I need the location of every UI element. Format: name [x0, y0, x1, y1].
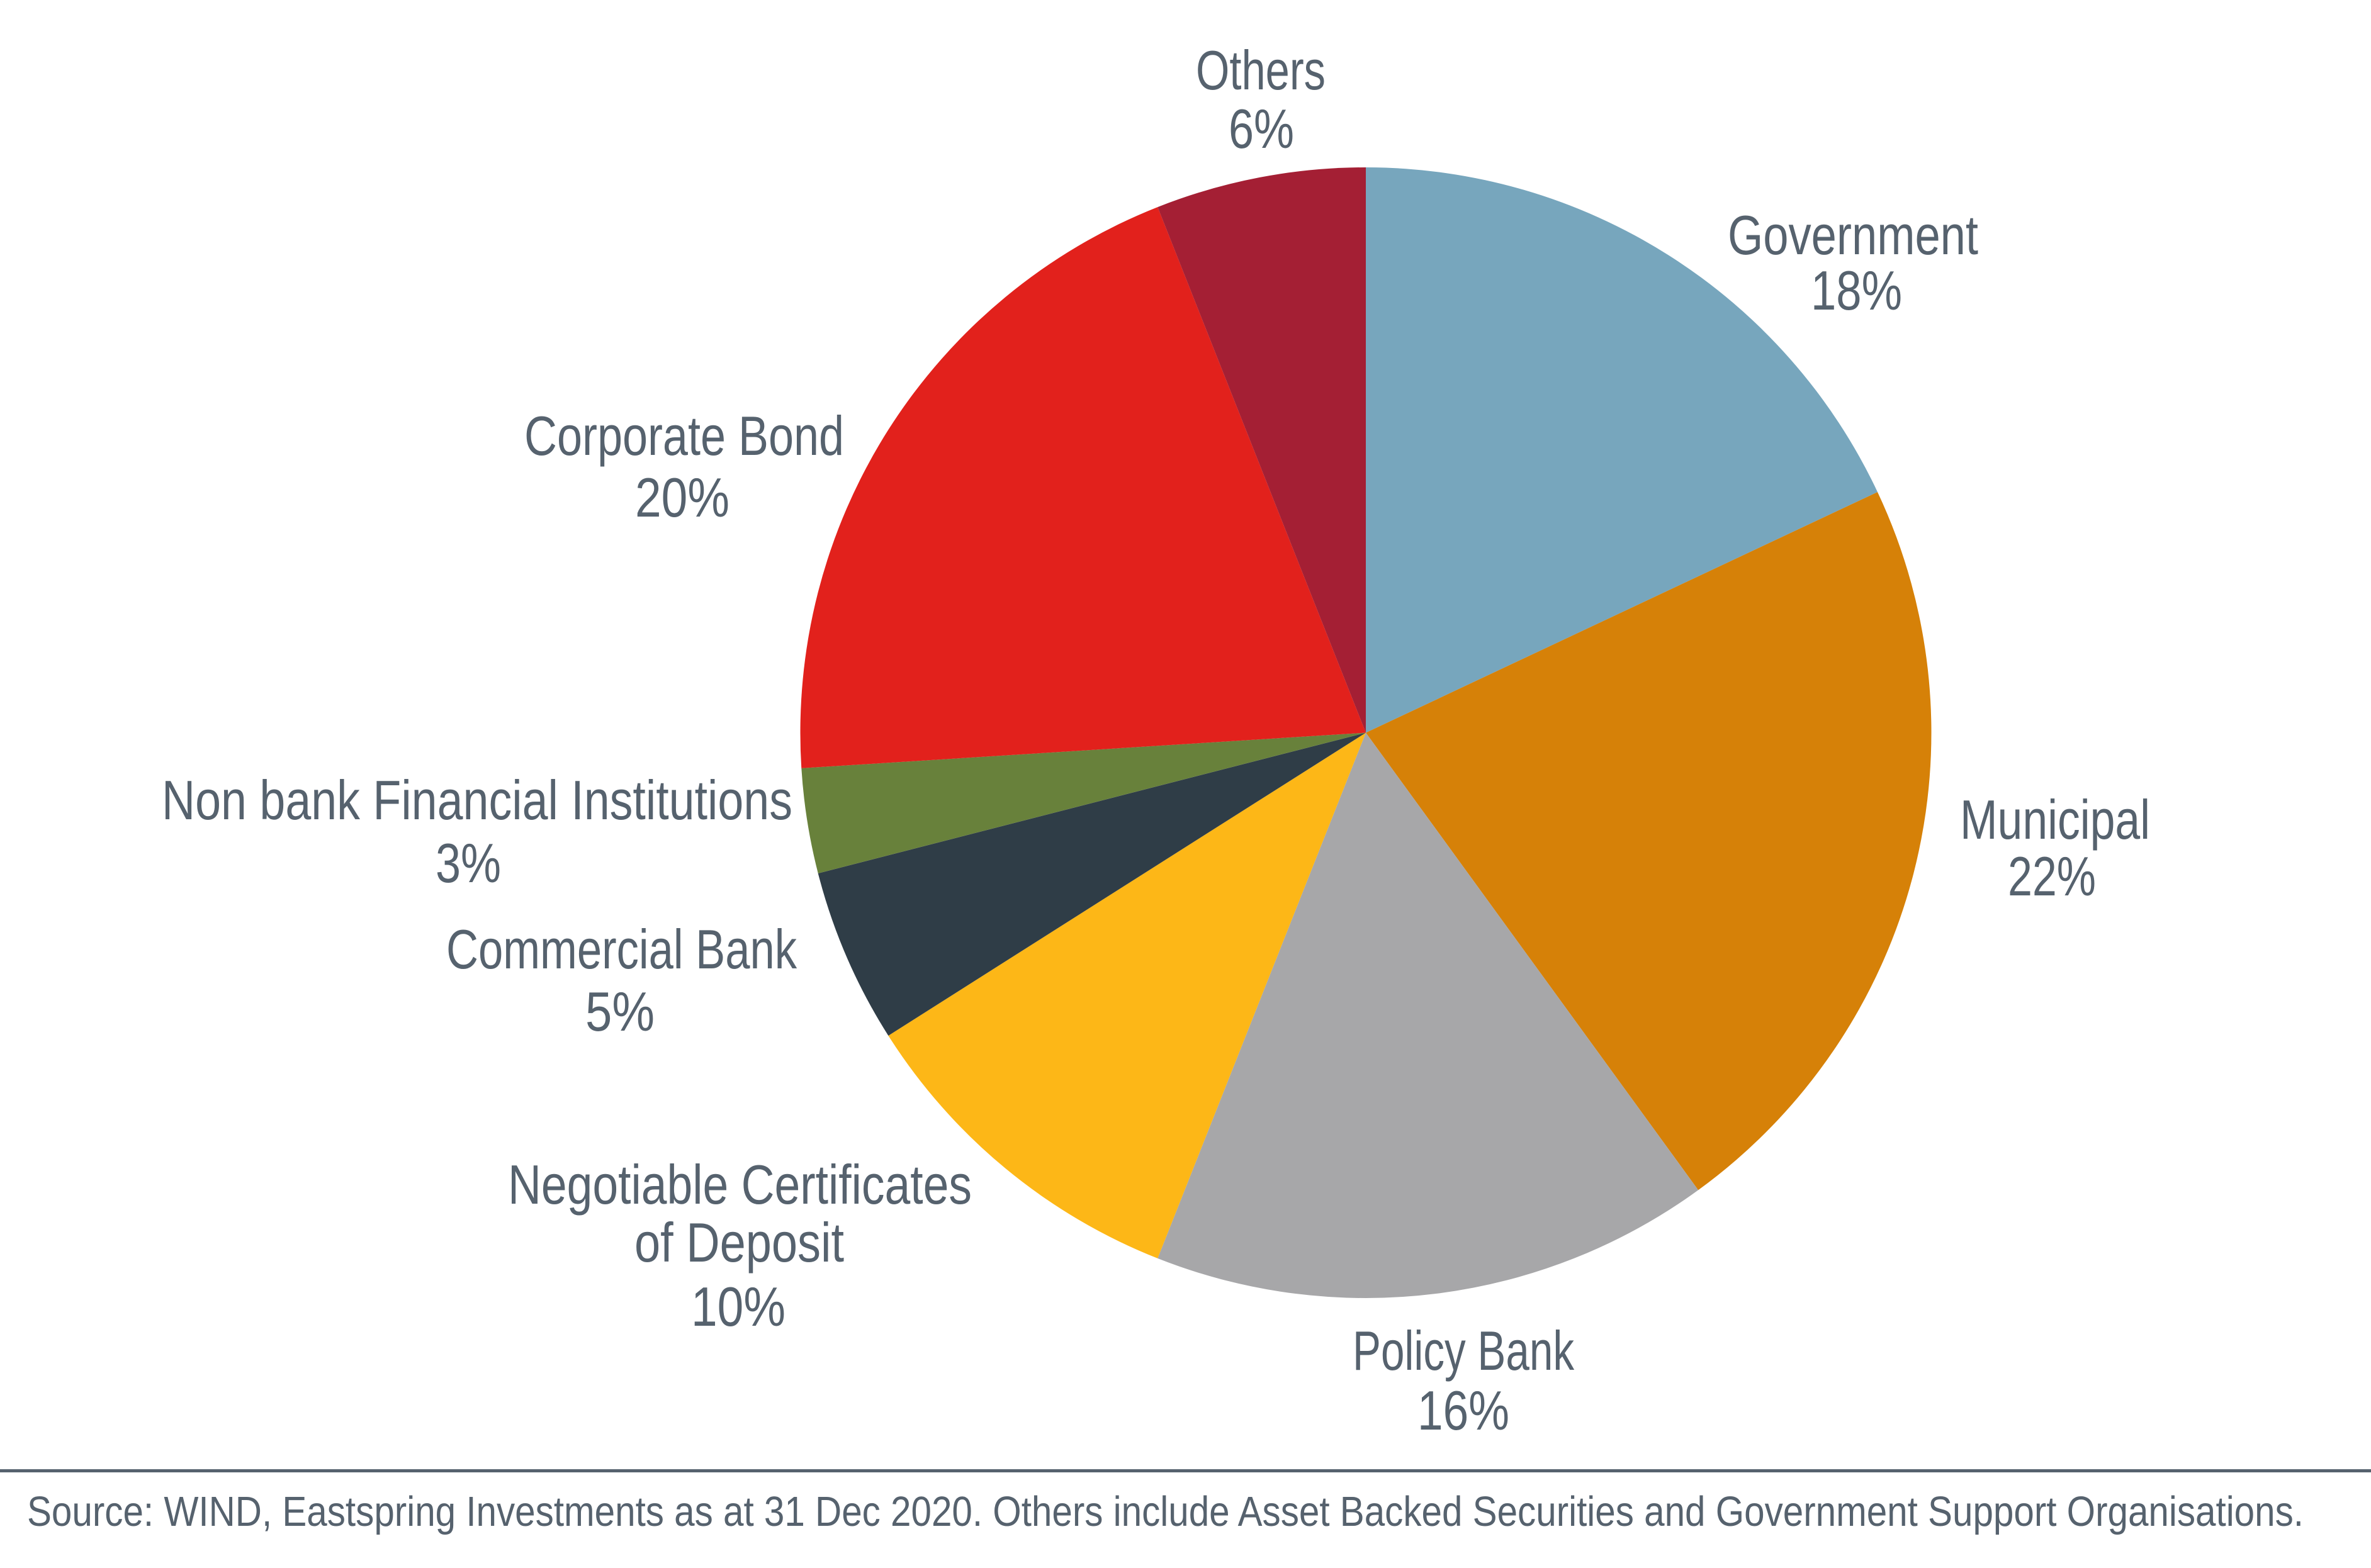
svg-text:of Deposit: of Deposit	[634, 1211, 844, 1274]
svg-text:6%: 6%	[1229, 98, 1294, 160]
svg-text:Source: WIND, Eastspring Inves: Source: WIND, Eastspring Investments as …	[27, 1488, 2304, 1535]
svg-text:5%: 5%	[585, 980, 655, 1043]
svg-text:22%: 22%	[2008, 845, 2096, 907]
svg-text:Non bank Financial Institution: Non bank Financial Institutions	[162, 769, 792, 831]
svg-text:3%: 3%	[436, 832, 501, 894]
svg-text:Commercial Bank: Commercial Bank	[446, 918, 797, 980]
svg-text:10%: 10%	[691, 1275, 786, 1338]
svg-text:Policy Bank: Policy Bank	[1353, 1319, 1575, 1382]
svg-text:Corporate Bond: Corporate Bond	[524, 405, 844, 467]
svg-text:Municipal: Municipal	[1960, 788, 2150, 851]
svg-text:Government: Government	[1728, 204, 1978, 266]
svg-text:Negotiable Certificates: Negotiable Certificates	[508, 1153, 972, 1216]
svg-text:Others: Others	[1196, 39, 1326, 101]
svg-text:18%: 18%	[1811, 259, 1902, 322]
svg-text:20%: 20%	[635, 466, 729, 529]
svg-text:16%: 16%	[1417, 1379, 1509, 1442]
